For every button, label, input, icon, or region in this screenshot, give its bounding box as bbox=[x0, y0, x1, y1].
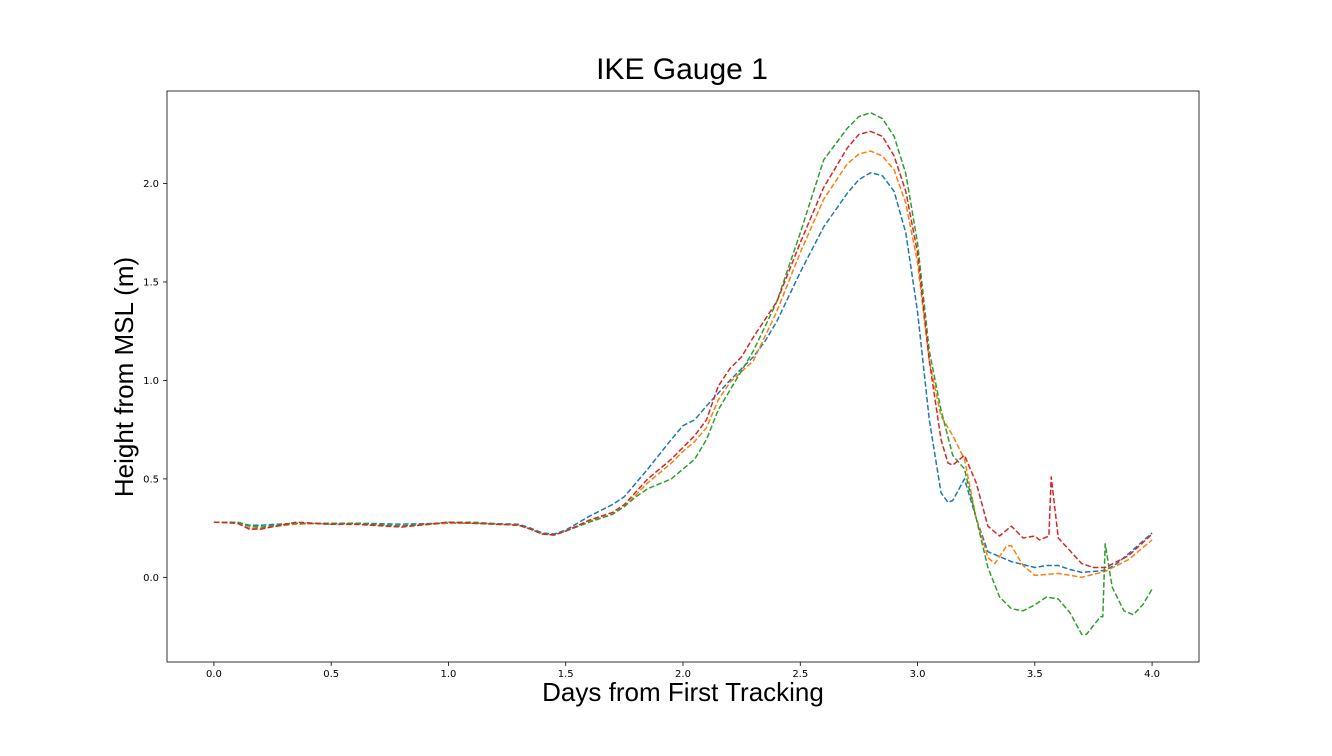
x-tick-label: 0.5 bbox=[323, 669, 339, 680]
x-tick-label: 1.0 bbox=[441, 669, 457, 680]
y-axis-label: Height from MSL (m) bbox=[109, 257, 139, 497]
x-tick-label: 4.0 bbox=[1144, 669, 1160, 680]
x-tick-label: 3.5 bbox=[1027, 669, 1043, 680]
y-axis-ticks: 0.0 0.5 1.0 1.5 2.0 bbox=[143, 179, 167, 584]
y-tick-label: 0.0 bbox=[143, 573, 159, 584]
chart-title: IKE Gauge 1 bbox=[596, 53, 768, 86]
x-tick-label: 1.5 bbox=[558, 669, 574, 680]
series-line-4 bbox=[213, 130, 1153, 569]
x-tick-label: 3.0 bbox=[910, 669, 926, 680]
series-line-1 bbox=[213, 171, 1153, 574]
y-tick-label: 2.0 bbox=[143, 179, 159, 190]
series-line-2 bbox=[213, 150, 1153, 579]
plot-lines bbox=[213, 111, 1153, 636]
x-tick-label: 2.0 bbox=[675, 669, 691, 680]
y-tick-label: 1.0 bbox=[143, 376, 159, 387]
y-tick-label: 1.5 bbox=[143, 277, 159, 288]
x-axis-ticks: 0.0 0.5 1.0 1.5 2.0 2.5 3.0 3.5 4.0 bbox=[206, 662, 1160, 680]
series-line-3 bbox=[213, 111, 1153, 636]
plot-frame bbox=[166, 90, 1200, 663]
x-axis-label: Days from First Tracking bbox=[542, 677, 824, 707]
y-tick-label: 0.5 bbox=[143, 474, 159, 485]
x-tick-label: 2.5 bbox=[792, 669, 808, 680]
x-tick-label: 0.0 bbox=[206, 669, 222, 680]
